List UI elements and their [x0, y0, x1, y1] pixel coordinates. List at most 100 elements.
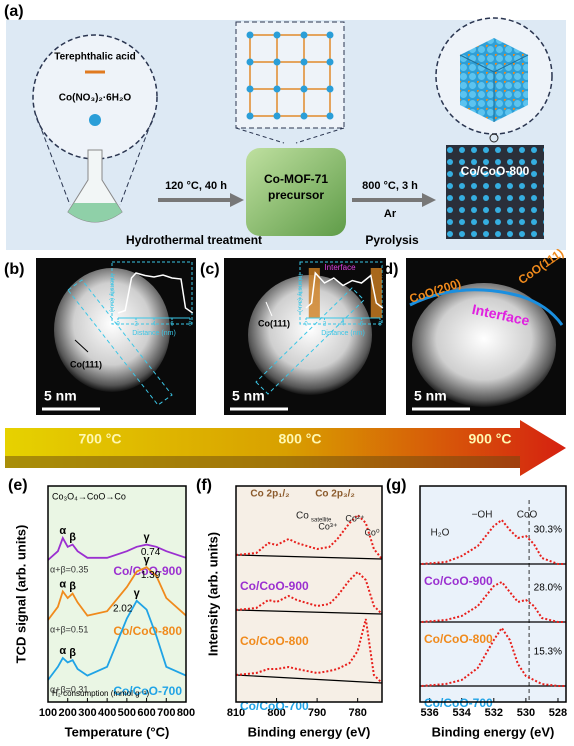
nanoparticle	[54, 268, 170, 392]
x-tick-label: 800	[177, 707, 195, 719]
gamma-value: 0.74	[141, 547, 161, 558]
gamma-value: 1.39	[141, 570, 161, 581]
peak-label: β	[69, 532, 76, 544]
zoom-line	[235, 127, 285, 144]
pointer	[265, 301, 273, 317]
step-gas: Ar	[384, 208, 397, 220]
x-tick-label: 200	[59, 707, 77, 719]
x-axis-label: Binding energy (eV)	[432, 724, 555, 739]
inset-frame	[111, 261, 193, 325]
panel-c: (c) Co(111) 5 nm Interface	[200, 258, 386, 415]
scale-bar-label: 5 nm	[44, 388, 77, 404]
plot-frame	[47, 485, 187, 703]
annotation: Co₃O₄→CoO→Co	[52, 491, 126, 501]
inset-note: Interface	[324, 263, 356, 272]
inset-tick-label: 8	[188, 322, 192, 328]
series-name: Co/CoO-800	[424, 632, 493, 646]
lattice-nodes	[246, 31, 334, 120]
panel-b: (b) Co(111) 5 nm	[4, 258, 196, 415]
x-tick-label: 532	[485, 707, 503, 719]
annotation: Co⁰	[364, 527, 380, 537]
plane-label: Co(111)	[258, 318, 290, 328]
interface-band	[370, 268, 382, 318]
inset-tick-label: 2	[323, 322, 327, 328]
annotation: Co³⁺	[318, 521, 338, 531]
scale-bar-label: 5 nm	[232, 388, 265, 404]
series-line	[235, 570, 383, 615]
plot-background	[420, 486, 566, 702]
x-tick-label: 800	[267, 707, 285, 719]
step-name: Pyrolysis	[365, 233, 419, 247]
annotation: H₂O	[431, 528, 450, 539]
panel-label: (c)	[200, 261, 220, 278]
panel-label: (d)	[378, 261, 398, 278]
series-line	[421, 626, 566, 687]
series-name: Co/CoO-900	[113, 564, 182, 578]
zoom-line	[35, 114, 71, 206]
x-tick-label: 530	[517, 707, 535, 719]
linker-label: Terephthalic acid	[54, 52, 136, 63]
annotation: Co 2p₃/₂	[315, 489, 355, 500]
inset-tick-label: 4	[152, 322, 156, 328]
series-line	[47, 599, 187, 681]
arrow-shade	[5, 456, 520, 468]
interface-band	[308, 268, 320, 318]
temperature-label: 800 °C	[279, 431, 322, 447]
plot-frame	[419, 485, 567, 703]
fraction-label: 30.3%	[534, 525, 562, 536]
scale-bar-label: 5 nm	[414, 388, 447, 404]
series-name: Co/CoO-800	[113, 624, 182, 638]
x-tick-label: 100	[39, 707, 57, 719]
series-name: Co/CoO-700	[113, 684, 182, 698]
nanoparticle	[412, 283, 556, 407]
inset-profile	[117, 272, 194, 314]
plot-background	[236, 486, 382, 702]
annotation: Co	[296, 511, 309, 522]
series-line	[47, 566, 187, 621]
panel-label: (a)	[4, 3, 24, 20]
inset-profile	[305, 271, 384, 309]
background-line	[235, 609, 383, 615]
y-axis-label: Intensity (arb. units)	[205, 532, 220, 656]
h2-consumption: α+β=0.35	[50, 564, 88, 574]
h2-consumption: α+β=0.31	[50, 684, 88, 694]
panel-a: (a) Terephthalic acid Co(NO₃)₂·6H₂O 120 …	[4, 3, 566, 250]
plane-label: Co(111)	[70, 359, 102, 369]
pointer	[74, 339, 89, 353]
x-tick-label: 790	[308, 707, 326, 719]
zoom-box	[235, 21, 345, 129]
precursor-label: precursor	[268, 188, 324, 202]
precursor-label: Co-MOF-71	[264, 172, 328, 186]
product-label: Co/CoO-800	[461, 164, 530, 178]
peak-label: α	[59, 578, 66, 590]
annotation: CoO	[517, 510, 538, 521]
flask-liquid	[68, 203, 122, 222]
x-tick-label: 300	[78, 707, 96, 719]
series-line	[421, 580, 566, 623]
peak-label: α	[59, 645, 66, 657]
fraction-label: 15.3%	[534, 647, 562, 658]
gamma-value: 2.02	[113, 603, 133, 614]
x-tick-label: 400	[98, 707, 116, 719]
inset-tick-label: 8	[378, 322, 382, 328]
series-line	[235, 618, 383, 684]
inset-ylabel: Intensity (a.u.)	[296, 274, 302, 312]
annotation: −OH	[472, 510, 493, 521]
panel-d: (d) CoO(200) CoO(111) Interface 5 nm	[378, 246, 566, 415]
x-tick-label: 528	[549, 707, 567, 719]
inset-tick-label: 6	[360, 322, 364, 328]
inset-tick-label: 6	[170, 322, 174, 328]
temperature-label: 900 °C	[469, 431, 512, 447]
background-line	[235, 674, 383, 684]
y-axis-label: TCD signal (arb. units)	[13, 525, 28, 664]
x-tick-label: 810	[227, 707, 245, 719]
temperature-label: 700 °C	[79, 431, 122, 447]
peak-label: γ	[134, 588, 141, 600]
h2-consumption: α+β=0.51	[50, 624, 88, 634]
product-crystal	[446, 145, 544, 239]
peak-label: α	[59, 525, 66, 537]
inset-ylabel: Intensity (a.u.)	[108, 274, 114, 312]
series-line	[47, 535, 187, 561]
zoom-marker	[489, 133, 499, 143]
